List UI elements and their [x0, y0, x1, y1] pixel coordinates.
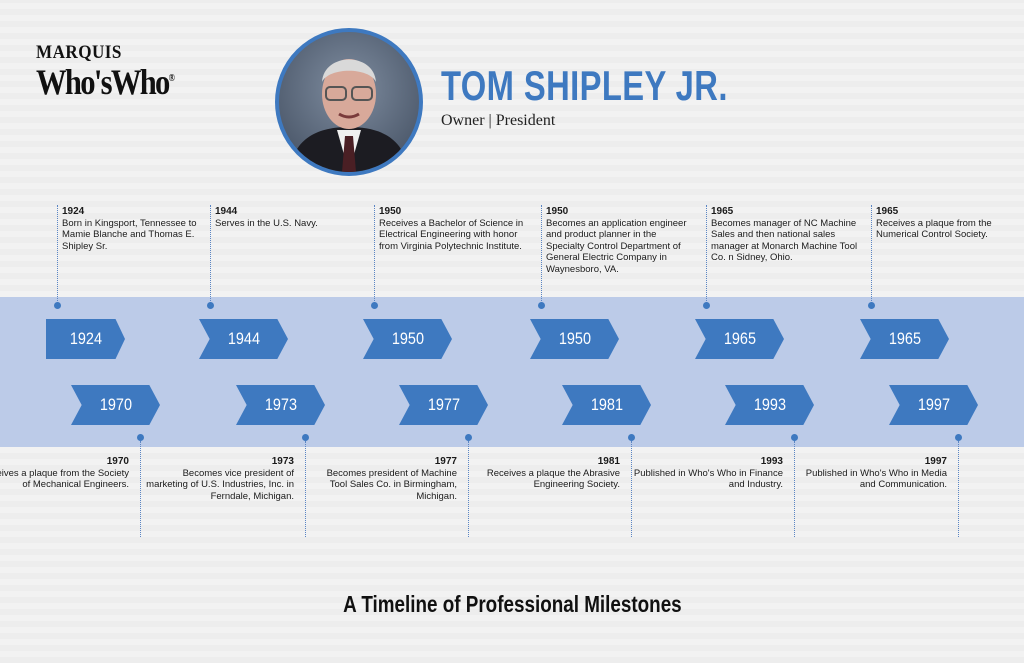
event-description: Serves in the U.S. Navy. — [215, 217, 318, 229]
year-arrow-label: 1950 — [558, 329, 591, 348]
year-arrow-label: 1997 — [917, 395, 950, 414]
event-description: Receives a plaque the Abrasive Engineeri… — [486, 467, 620, 491]
timeline-dot — [302, 434, 309, 441]
connector-line — [305, 441, 306, 537]
profile-name: TOM SHIPLEY JR. — [441, 62, 728, 109]
timeline-dot — [955, 434, 962, 441]
profile-photo — [275, 28, 423, 176]
event-year: 1977 — [434, 456, 457, 467]
year-arrow-label: 1924 — [69, 329, 102, 348]
event-year: 1924 — [62, 206, 85, 217]
event-year: 1950 — [546, 206, 569, 217]
event-year: 1981 — [597, 456, 620, 467]
milestone-event: 1977 Becomes president of Machine Tool Sa… — [307, 456, 457, 502]
timeline-dot — [791, 434, 798, 441]
year-arrow: 1965 — [860, 319, 949, 359]
timeline-dot — [465, 434, 472, 441]
event-description: Becomes manager of NC Machine Sales and … — [711, 217, 858, 264]
logo-line2: Who'sWho® — [36, 64, 176, 100]
milestone-event: 1965 Becomes manager of NC Machine Sales … — [711, 206, 861, 264]
connector-line — [541, 205, 542, 303]
event-year: 1965 — [711, 206, 734, 217]
connector-line — [706, 205, 707, 303]
event-year: 1997 — [924, 456, 947, 467]
connector-line — [794, 441, 795, 537]
milestone-event: 1950 Receives a Bachelor of Science in El… — [379, 206, 529, 252]
connector-line — [140, 441, 141, 537]
year-arrow-label: 1944 — [227, 329, 260, 348]
event-description: Born in Kingsport, Tennessee to Mamie Bl… — [62, 217, 197, 252]
year-arrow: 1973 — [236, 385, 325, 425]
year-arrow: 1950 — [530, 319, 619, 359]
event-year: 1965 — [876, 206, 899, 217]
event-description: Becomes vice president of marketing of U… — [146, 467, 294, 502]
timeline-dot — [207, 302, 214, 309]
event-description: Becomes an application engineer and prod… — [546, 217, 687, 275]
timeline-band — [0, 297, 1024, 447]
logo-wordmark: Who'sWho — [36, 62, 170, 102]
year-arrow: 1970 — [71, 385, 160, 425]
event-year: 1950 — [379, 206, 402, 217]
year-arrow-label: 1977 — [427, 395, 460, 414]
timeline-dot — [371, 302, 378, 309]
year-arrow-label: 1965 — [888, 329, 921, 348]
event-year: 1973 — [271, 456, 294, 467]
timeline-title-text: A Timeline of Professional Milestones — [342, 591, 682, 617]
connector-line — [958, 441, 959, 537]
event-year: 1944 — [215, 206, 238, 217]
event-year: 1970 — [106, 456, 129, 467]
year-arrow: 1993 — [725, 385, 814, 425]
milestone-event: 1970Receives a plaque from the Society o… — [0, 456, 129, 491]
year-arrow-label: 1965 — [723, 329, 756, 348]
timeline-dot — [538, 302, 545, 309]
year-arrow-label: 1950 — [391, 329, 424, 348]
logo-line1: MARQUIS — [36, 42, 122, 63]
timeline-dot — [703, 302, 710, 309]
milestone-event: 1997 Published in Who's Who in Media and … — [797, 456, 947, 491]
event-description: Receives a plaque from the Society of Me… — [0, 467, 129, 491]
timeline-dot — [868, 302, 875, 309]
event-description: Published in Who's Who in Media and Comm… — [805, 467, 947, 491]
connector-line — [871, 205, 872, 303]
event-year: 1993 — [760, 456, 783, 467]
marquis-whos-who-logo: MARQUIS Who'sWho® — [36, 42, 198, 100]
year-arrow-label: 1993 — [753, 395, 786, 414]
timeline-dot — [54, 302, 61, 309]
connector-line — [468, 441, 469, 537]
milestone-event: 1924 Born in Kingsport, Tennessee to Mami… — [62, 206, 212, 252]
milestone-event: 1965 Receives a plaque from the Numerical… — [876, 206, 1024, 241]
event-description: Becomes president of Machine Tool Sales … — [326, 467, 457, 502]
year-arrow-label: 1973 — [264, 395, 297, 414]
year-arrow: 1950 — [363, 319, 452, 359]
year-arrow-label: 1981 — [590, 395, 623, 414]
connector-line — [374, 205, 375, 303]
year-arrow: 1924 — [46, 319, 125, 359]
event-description: Receives a Bachelor of Science in Electr… — [379, 217, 524, 252]
event-description: Published in Who's Who in Finance and In… — [633, 467, 783, 491]
connector-line — [57, 205, 58, 303]
milestone-event: 1973 Becomes vice president of marketing … — [144, 456, 294, 502]
timeline-dot — [137, 434, 144, 441]
year-arrow: 1997 — [889, 385, 978, 425]
connector-line — [210, 205, 211, 303]
year-arrow: 1944 — [199, 319, 288, 359]
milestone-event: 1944 Serves in the U.S. Navy. — [215, 206, 365, 229]
year-arrow: 1965 — [695, 319, 784, 359]
milestone-event: 1981 Receives a plaque the Abrasive Engin… — [470, 456, 620, 491]
registered-mark: ® — [168, 73, 176, 84]
milestone-event: 1993 Published in Who's Who in Finance an… — [633, 456, 783, 491]
timeline-title: A Timeline of Professional Milestones — [0, 591, 1024, 618]
year-arrow: 1981 — [562, 385, 651, 425]
event-description: Receives a plaque from the Numerical Con… — [876, 217, 992, 241]
connector-line — [631, 441, 632, 537]
milestone-event: 1950 Becomes an application engineer and … — [546, 206, 696, 275]
timeline-dot — [628, 434, 635, 441]
year-arrow: 1977 — [399, 385, 488, 425]
profile-role: Owner | President — [441, 112, 556, 129]
year-arrow-label: 1970 — [99, 395, 132, 414]
